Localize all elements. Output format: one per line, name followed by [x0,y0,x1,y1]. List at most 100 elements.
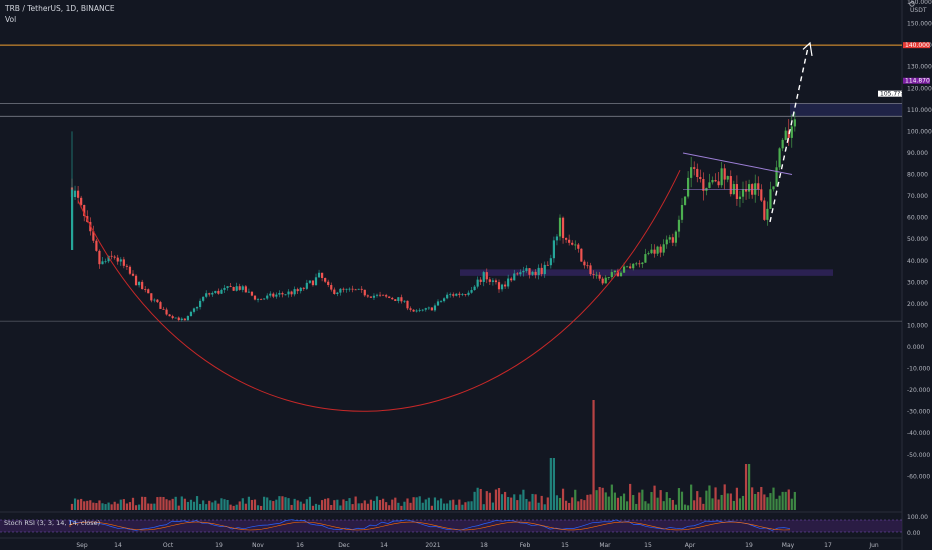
candle [519,272,522,275]
volume-bar [284,497,287,510]
candle [574,244,577,246]
candle [494,280,498,283]
volume-bar [333,500,336,510]
candle [272,293,275,297]
candle [443,298,446,302]
volume-bar [574,489,577,510]
volume-bar [778,495,781,510]
volume-bar [446,503,449,510]
candle [772,186,775,190]
candle [491,280,494,282]
candle [308,280,311,283]
volume-bar [119,499,122,510]
stoch-k-line [69,519,791,531]
volume-bar [183,498,186,510]
volume-bar [244,503,247,510]
volume-bar [421,502,424,510]
candle [77,190,80,198]
volume-bar [339,505,342,510]
candle [571,242,574,245]
candle [372,295,376,298]
volume-bar [687,505,690,510]
projection-arrow [769,47,809,223]
x-tick-label: Apr [685,542,696,549]
volume-bar [632,495,635,510]
volume-bar [287,498,290,510]
candle [116,257,119,262]
volume-bar [702,503,705,510]
candle [125,265,128,267]
volume-bar [439,498,443,510]
candle [101,261,104,265]
volume-bar [336,499,339,510]
volume-bar [366,503,369,510]
volume-bar [299,501,302,510]
volume-bar [397,502,400,510]
candle [735,184,738,199]
volume-bar [83,501,86,510]
candle [641,262,644,265]
volume-bar [482,504,485,510]
volume-bar [598,486,601,510]
volume-bar [186,501,189,510]
volume-bar [595,490,598,510]
candle [610,272,613,278]
volume-bar [744,464,748,510]
y-tick-label: 160.000 [907,0,932,6]
candle [531,271,534,275]
volume-bar [726,493,729,510]
volume-bar [458,499,461,510]
y-tick-label: -50.000 [907,452,930,459]
candle [104,261,107,263]
volume-bar [589,494,592,510]
volume-bar [80,498,83,510]
volume-bar [147,503,150,510]
candle [226,286,229,288]
volume-bar [128,502,132,510]
candle [202,296,205,301]
volume-bar [156,497,159,510]
candle [302,287,305,289]
volume-bar [409,502,412,510]
volume-bar [619,496,623,510]
volume-bar [418,496,421,510]
candle [754,183,757,195]
candle [537,267,540,276]
volume-bar [430,505,433,510]
volume-bar [592,400,595,510]
candle [339,288,342,293]
x-tick-label: Dec [338,542,350,549]
volume-bar [116,503,119,510]
volume-label[interactable]: Vol [5,15,17,24]
volume-bar [305,499,308,510]
candle [598,274,601,279]
volume-bar [629,483,632,510]
candle [723,168,726,180]
volume-bar [138,504,141,510]
candle [714,179,717,182]
volume-bar [729,493,732,510]
candle [500,284,504,290]
volume-bar [470,501,473,510]
candle [260,299,263,301]
price-tag [903,42,930,49]
volume-bar [290,504,293,510]
candle [360,288,363,290]
candle [683,196,687,206]
volume-bar [754,493,757,510]
candle [162,308,165,310]
candle [604,277,607,284]
volume-bar [528,501,531,510]
volume-bar [177,505,180,510]
candle [665,239,668,245]
candle [138,281,141,286]
volume-bar [266,497,269,510]
symbol-title[interactable]: TRB / TetherUS, 1D, BINANCE [5,4,115,13]
candle [284,294,287,296]
candle [543,264,546,275]
candle [668,237,671,240]
candle [263,298,266,300]
candle [186,316,189,321]
volume-bar [510,497,513,510]
